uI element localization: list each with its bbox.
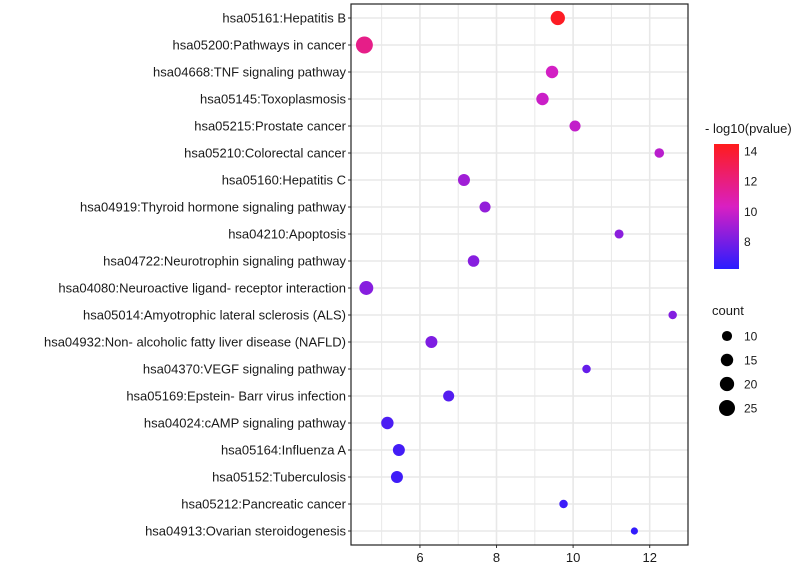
grid-lines (351, 4, 688, 545)
data-point (654, 148, 665, 158)
data-point (443, 390, 455, 402)
data-point (550, 10, 565, 26)
category-label: hsa05152:Tuberculosis (212, 470, 346, 485)
data-point (630, 527, 638, 535)
data-point (545, 65, 559, 79)
color-legend-title: - log10(pvalue) (705, 121, 792, 136)
x-tick-label: 8 (493, 550, 500, 565)
category-label: hsa04080:Neuroactive ligand- receptor in… (58, 281, 346, 296)
data-point (467, 255, 480, 267)
data-point (425, 336, 438, 348)
size-legend-label: 10 (744, 330, 758, 344)
category-label: hsa04370:VEGF signaling pathway (143, 362, 347, 377)
category-label: hsa05145:Toxoplasmosis (200, 92, 346, 107)
size-legend-label: 25 (744, 402, 758, 416)
x-tick-label: 6 (416, 550, 423, 565)
size-legend-label: 15 (744, 354, 758, 368)
data-point (614, 229, 624, 239)
x-tick-label: 10 (566, 550, 580, 565)
category-label: hsa05215:Prostate cancer (194, 119, 346, 134)
data-point (392, 444, 405, 456)
data-point (390, 471, 403, 483)
category-label: hsa04024:cAMP signaling pathway (144, 416, 347, 431)
category-label: hsa05210:Colorectal cancer (184, 146, 347, 161)
data-point (582, 364, 591, 374)
data-point (457, 174, 470, 186)
category-label: hsa04668:TNF signaling pathway (153, 65, 346, 80)
x-axis: 6 8 10 12 (416, 545, 657, 565)
color-scale-bar (714, 144, 739, 269)
category-label: hsa04722:Neurotrophin signaling pathway (103, 254, 346, 269)
color-tick-label: 8 (744, 235, 751, 249)
category-label: hsa04210:Apoptosis (228, 227, 346, 242)
category-label: hsa05200:Pathways in cancer (173, 38, 347, 53)
category-label: hsa05160:Hepatitis C (222, 173, 346, 188)
category-label: hsa05161:Hepatitis B (222, 11, 346, 26)
category-label: hsa04919:Thyroid hormone signaling pathw… (80, 200, 346, 215)
color-legend: - log10(pvalue) 8 10 12 14 (705, 121, 792, 269)
data-point (479, 201, 491, 213)
data-point (381, 416, 394, 430)
category-label: hsa05164:Influenza A (221, 443, 346, 458)
plot-panel (350, 3, 689, 546)
category-label: hsa04913:Ovarian steroidogenesis (145, 524, 346, 539)
data-point (668, 310, 677, 320)
size-legend-title: count (712, 303, 744, 318)
size-legend-label: 20 (744, 378, 758, 392)
data-point (355, 36, 373, 54)
size-legend-dot (721, 330, 733, 342)
data-point (359, 281, 374, 295)
size-legend-dot (719, 400, 735, 416)
data-point (536, 92, 549, 106)
data-points (355, 10, 677, 535)
color-tick-label: 12 (744, 175, 758, 189)
size-legend: count 10 15 20 25 (712, 303, 758, 416)
category-label: hsa05014:Amyotrophic lateral sclerosis (… (83, 308, 346, 323)
color-tick-label: 14 (744, 145, 758, 159)
size-legend-dot (720, 353, 734, 367)
size-legend-dot (719, 376, 735, 392)
data-point (559, 499, 568, 509)
data-point (569, 120, 581, 132)
color-tick-label: 10 (744, 205, 758, 219)
category-label: hsa05169:Epstein- Barr virus infection (126, 389, 346, 404)
x-tick-label: 12 (642, 550, 656, 565)
category-label: hsa04932:Non- alcoholic fatty liver dise… (44, 335, 346, 350)
category-labels: hsa05161:Hepatitis B hsa05200:Pathways in… (44, 11, 351, 539)
category-label: hsa05212:Pancreatic cancer (181, 497, 346, 512)
